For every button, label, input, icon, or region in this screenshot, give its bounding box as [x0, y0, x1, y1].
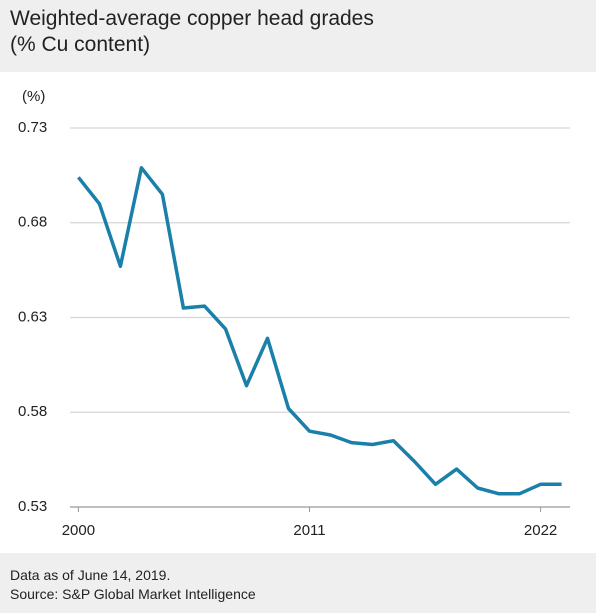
chart-title: Weighted-average copper head grades — [10, 7, 374, 30]
y-tick-label: 0.68 — [18, 214, 47, 231]
x-tick-label: 2000 — [62, 522, 95, 539]
y-tick-label: 0.73 — [18, 119, 47, 136]
y-axis-label: (%) — [22, 88, 45, 105]
source: Source: S&P Global Market Intelligence — [10, 586, 256, 602]
chart: (%) 0.73 0.68 0.63 0.58 0.53 2000 2011 2022 — [0, 72, 596, 553]
x-tick-label: 2022 — [524, 522, 557, 539]
y-tick-label: 0.53 — [18, 498, 47, 515]
note: Data as of June 14, 2019. — [10, 567, 171, 583]
footer: Data as of June 14, 2019. Source: S&P Gl… — [10, 566, 256, 604]
y-tick-label: 0.63 — [18, 308, 47, 325]
data-line — [77, 166, 562, 496]
title-block: Weighted-average copper head grades (% C… — [10, 6, 374, 58]
chart-subtitle: (% Cu content) — [10, 33, 151, 56]
y-tick-label: 0.58 — [18, 403, 47, 420]
x-tick-label: 2011 — [293, 522, 325, 539]
